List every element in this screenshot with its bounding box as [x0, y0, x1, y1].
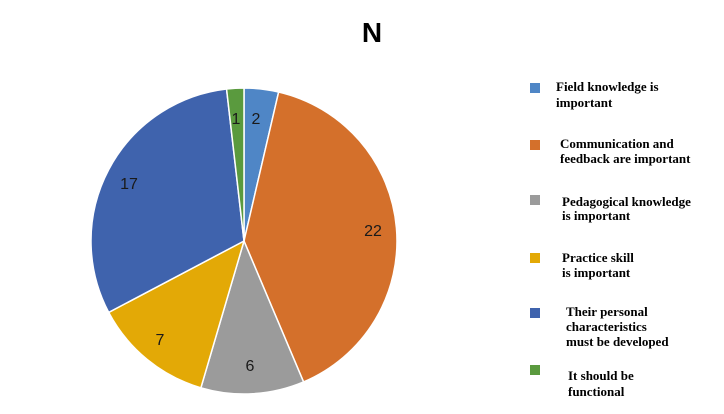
pie-slice-3 [199, 238, 305, 395]
pie-data-label-1: 2 [252, 111, 261, 128]
pie-data-label-2: 22 [364, 223, 382, 240]
legend-swatch-4 [530, 253, 540, 263]
pie-slice-5 [90, 88, 245, 314]
legend-swatch-5 [530, 308, 540, 318]
legend-label-1: Field knowledge is important [556, 79, 659, 110]
legend-label-4: Practice skill is important [562, 250, 634, 280]
pie-slices [90, 87, 398, 395]
pie-slice-6 [225, 87, 245, 242]
legend-label-6: It should be functional [568, 368, 634, 399]
pie-data-label-3: 6 [246, 358, 255, 375]
chart-title: N [362, 17, 382, 48]
legend-label-3: Pedagogical knowledge is important [562, 194, 691, 223]
pie-data-label-5: 17 [120, 176, 138, 193]
legend-swatch-6 [530, 365, 540, 375]
pie-data-label-6: 1 [232, 111, 241, 128]
pie-slice-4 [107, 239, 246, 389]
legend-label-5: Their personal characteristics must be dev… [566, 304, 669, 349]
legend: Field knowledge is important Communication… [530, 79, 691, 399]
pie-data-label-4: 7 [156, 332, 165, 349]
legend-swatch-3 [530, 195, 540, 205]
legend-swatch-2 [530, 140, 540, 150]
legend-swatch-1 [530, 83, 540, 93]
legend-label-2: Communication and feedback are important [560, 136, 691, 166]
pie-slice-2 [243, 91, 398, 383]
